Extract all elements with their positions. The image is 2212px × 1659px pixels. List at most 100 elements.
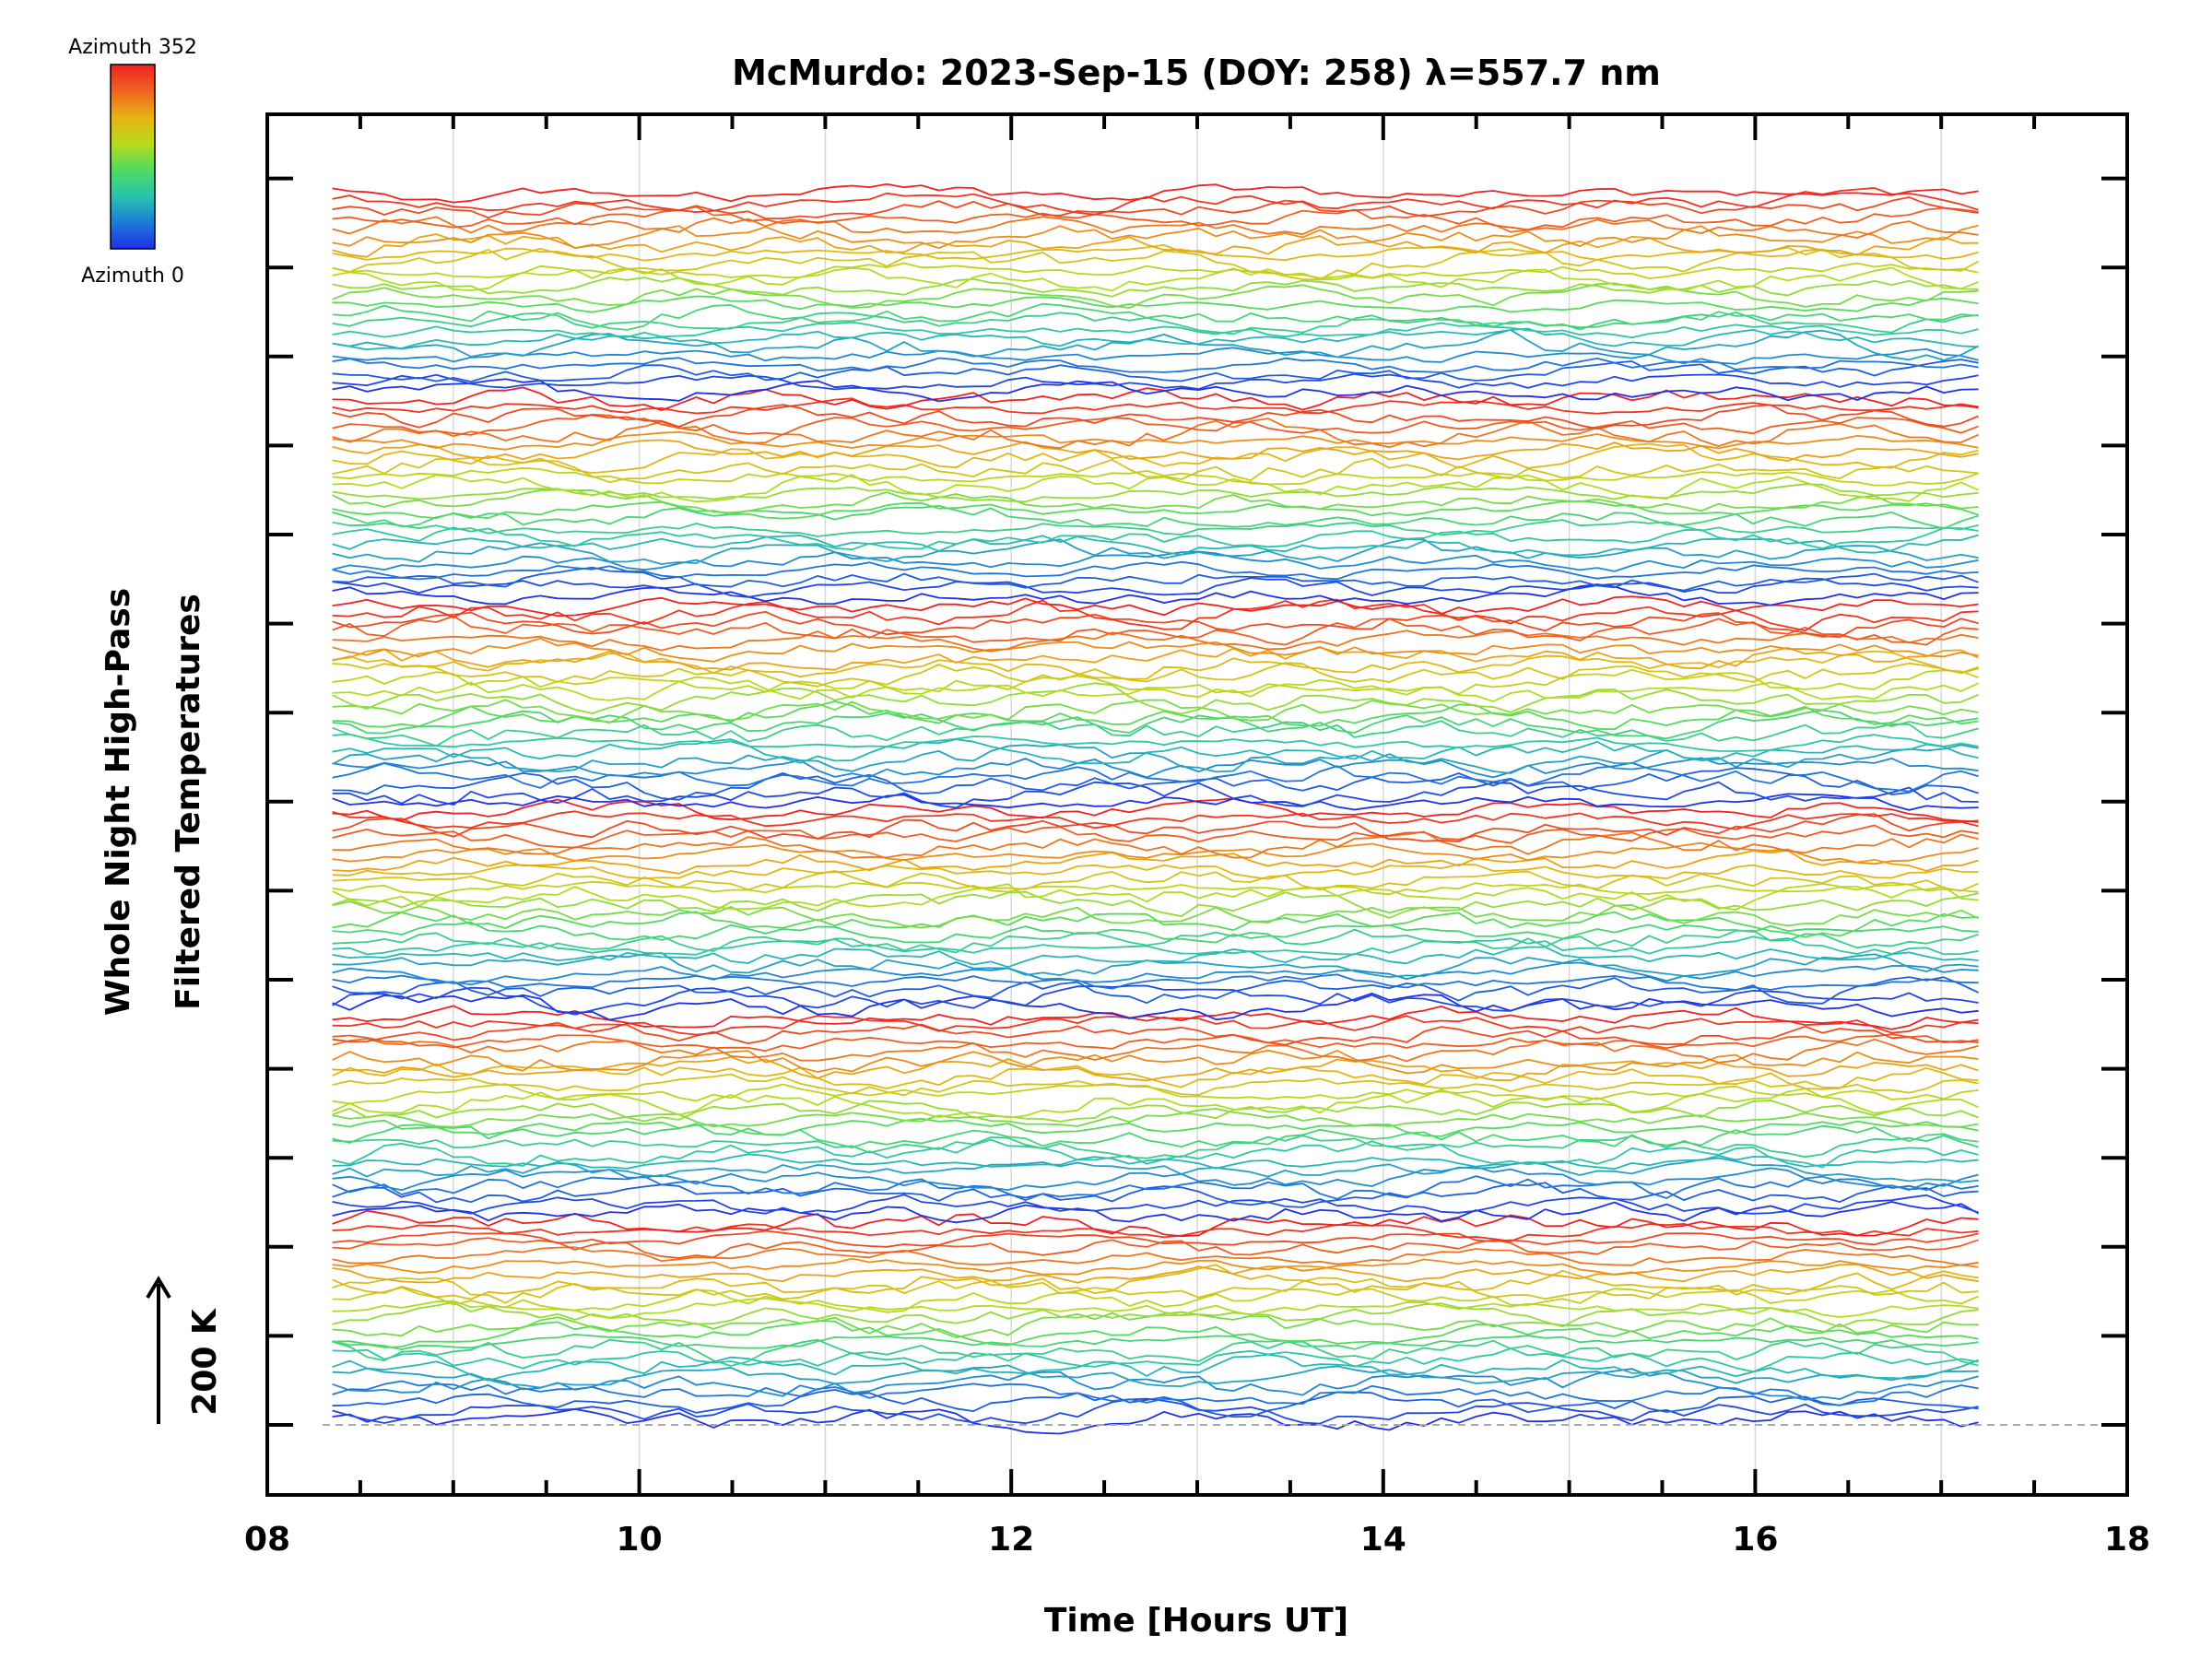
trace-line xyxy=(332,357,1979,373)
trace-line xyxy=(332,598,1979,632)
x-tick-label: 14 xyxy=(1360,1521,1406,1559)
trace-line xyxy=(332,1021,1979,1046)
trace-line xyxy=(332,418,1979,450)
trace-line xyxy=(332,1182,1979,1208)
trace-line xyxy=(332,328,1980,361)
trace-line xyxy=(332,1033,1979,1053)
trace-line xyxy=(332,262,1979,280)
trace-line xyxy=(332,935,1979,956)
trace-line xyxy=(332,1135,1979,1159)
trace-line xyxy=(332,182,1979,204)
trace-line xyxy=(332,302,1979,331)
trace-line xyxy=(332,797,1979,823)
trace-line xyxy=(332,850,1979,875)
trace-line xyxy=(332,1138,1979,1169)
trace-line xyxy=(332,560,1979,581)
trace-line xyxy=(332,321,1979,339)
trace-line xyxy=(332,921,1979,944)
x-tick-label: 12 xyxy=(988,1521,1034,1559)
trace-line xyxy=(332,890,1979,919)
trace-line xyxy=(332,1056,1979,1082)
trace-line xyxy=(332,439,1979,462)
trace-line xyxy=(332,824,1979,849)
trace-line xyxy=(332,662,1979,688)
trace-line xyxy=(332,504,1979,530)
trace-line xyxy=(332,830,1979,859)
y-axis xyxy=(267,176,2127,1427)
trace-line xyxy=(332,650,1979,680)
trace-line xyxy=(332,456,1979,484)
colorbar-top-label: Azimuth 352 xyxy=(68,36,197,59)
trace-line xyxy=(332,767,1979,801)
x-tick-label: 10 xyxy=(617,1521,663,1559)
x-tick-label: 16 xyxy=(1732,1521,1778,1559)
trace-line xyxy=(332,216,1979,239)
x-tick-label: 08 xyxy=(244,1521,290,1559)
trace-line xyxy=(332,1389,1979,1418)
trace-line xyxy=(332,372,1979,391)
trace-line xyxy=(332,1334,1979,1350)
trace-line xyxy=(332,1108,1979,1128)
trace-line xyxy=(332,738,1979,764)
trace-line xyxy=(332,1015,1979,1036)
trace-line xyxy=(332,973,1979,991)
trace-line xyxy=(332,534,1979,557)
scale-label: 200 K xyxy=(186,1308,224,1416)
trace-line xyxy=(332,1194,1979,1215)
trace-line xyxy=(332,386,1979,412)
trace-line xyxy=(332,1049,1979,1075)
colorbar-bottom-label: Azimuth 0 xyxy=(81,265,184,288)
trace-line xyxy=(332,583,1979,606)
trace-line xyxy=(332,196,1979,220)
trace-line xyxy=(332,1088,1979,1119)
trace-line xyxy=(332,1287,1979,1313)
trace-line xyxy=(332,1380,1979,1406)
trace-line xyxy=(332,1230,1979,1248)
trace-line xyxy=(332,233,1979,258)
trace-line xyxy=(332,984,1979,1016)
trace-line xyxy=(332,538,1979,565)
trace-line xyxy=(332,312,1979,335)
trace-line xyxy=(332,911,1979,938)
trace-line xyxy=(332,1100,1979,1123)
trace-line xyxy=(332,519,1979,537)
trace-line xyxy=(332,566,1979,592)
colorbar: Azimuth 352 Azimuth 0 xyxy=(68,36,197,288)
trace-line xyxy=(332,430,1979,451)
trace-line xyxy=(332,327,1979,351)
trace-line xyxy=(332,720,1979,747)
trace-line xyxy=(332,841,1979,865)
trace-line xyxy=(332,246,1980,281)
trace-line xyxy=(332,282,1979,309)
trace-line xyxy=(332,946,1979,969)
trace-line xyxy=(332,961,1979,986)
trace-line xyxy=(332,526,1979,551)
trace-line xyxy=(332,1246,1979,1266)
trace-line xyxy=(332,1264,1979,1300)
trace-line xyxy=(332,1368,1979,1401)
trace-line xyxy=(332,629,1979,653)
trace-line xyxy=(332,1038,1979,1064)
trace-line xyxy=(332,864,1979,880)
trace-line xyxy=(332,187,1979,216)
trace-line xyxy=(332,1297,1979,1320)
trace-line xyxy=(332,1201,1980,1224)
trace-line xyxy=(332,488,1979,514)
trace-line xyxy=(332,637,1979,663)
trace-line xyxy=(332,295,1979,313)
x-axis-label: Time [Hours UT] xyxy=(1044,1602,1348,1640)
trace-line xyxy=(332,700,1979,731)
trace-line xyxy=(332,900,1979,929)
trace-line xyxy=(332,813,1979,842)
trace-line xyxy=(332,500,1979,520)
trace-line xyxy=(332,1347,1979,1373)
trace-line xyxy=(332,466,1979,487)
trace-line xyxy=(332,404,1979,430)
chart-title: McMurdo: 2023-Sep-15 (DOY: 258) λ=557.7 … xyxy=(732,53,1661,93)
trace-line xyxy=(332,744,1979,774)
trace-line xyxy=(332,266,1979,292)
trace-line xyxy=(332,1063,1979,1090)
trace-line xyxy=(332,793,1979,811)
trace-line xyxy=(332,882,1979,911)
